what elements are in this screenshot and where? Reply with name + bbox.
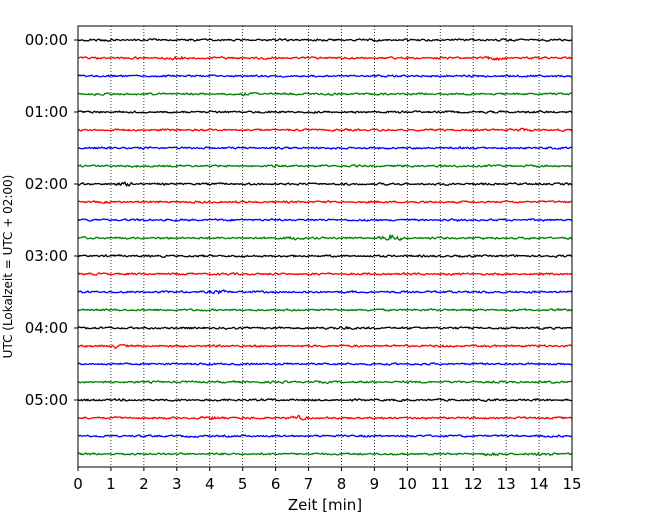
seismogram-trace [77, 414, 573, 421]
x-tick-label: 7 [304, 475, 314, 493]
y-tick-label: 02:00 [25, 175, 68, 193]
x-axis-label: Zeit [min] [288, 496, 362, 514]
seismogram-trace [77, 91, 573, 97]
seismogram-trace [77, 379, 573, 384]
x-tick-label: 3 [172, 475, 182, 493]
seismogram-trace [77, 181, 573, 187]
x-tick-label: 0 [73, 475, 83, 493]
y-tick-label: 03:00 [25, 247, 68, 265]
x-tick-label: 1 [106, 475, 116, 493]
x-tick-label: 4 [205, 475, 215, 493]
seismogram-trace [77, 145, 573, 150]
seismogram-trace [77, 55, 573, 62]
x-tick-label: 6 [271, 475, 281, 493]
y-tick-label: 04:00 [25, 319, 68, 337]
seismogram-trace [77, 308, 573, 312]
x-tick-label: 2 [139, 475, 149, 493]
seismogram-trace [77, 343, 573, 350]
y-tick-label: 05:00 [25, 391, 68, 409]
x-tick-label: 12 [464, 475, 483, 493]
x-axis-ticks: 0 1 2 3 4 5 6 7 8 9 10 11 12 13 14 15 [73, 467, 582, 493]
seismogram-trace [77, 218, 573, 223]
x-tick-label: 10 [398, 475, 417, 493]
seismogram-trace [77, 451, 573, 457]
seismogram-trace [77, 233, 573, 242]
x-tick-label: 13 [497, 475, 516, 493]
x-tick-label: 9 [370, 475, 380, 493]
seismogram-traces [77, 38, 573, 457]
seismogram-trace [77, 362, 573, 366]
seismogram-trace [77, 110, 573, 114]
seismogram-trace [77, 200, 573, 205]
seismogram-trace [77, 397, 573, 403]
seismogram-trace [77, 289, 573, 295]
seismogram-trace [77, 433, 573, 439]
seismogram-trace [77, 127, 573, 133]
y-axis-label: UTC (Lokalzeit = UTC + 02:00) [1, 175, 15, 359]
seismogram-trace [77, 253, 573, 259]
seismogram-trace [77, 164, 573, 168]
x-tick-label: 15 [562, 475, 581, 493]
y-tick-label: 00:00 [25, 31, 68, 49]
plot-frame [77, 25, 573, 468]
y-tick-label: 01:00 [25, 103, 68, 121]
x-tick-label: 5 [238, 475, 248, 493]
seismogram-trace [77, 271, 573, 277]
seismogram-trace [77, 325, 573, 331]
seismogram-trace [77, 38, 573, 43]
x-tick-label: 14 [530, 475, 549, 493]
x-tick-label: 11 [431, 475, 450, 493]
x-tick-label: 8 [337, 475, 347, 493]
y-axis-ticks: 00:00 01:00 02:00 03:00 04:00 05:00 [25, 31, 78, 409]
seismogram-trace [77, 74, 573, 78]
